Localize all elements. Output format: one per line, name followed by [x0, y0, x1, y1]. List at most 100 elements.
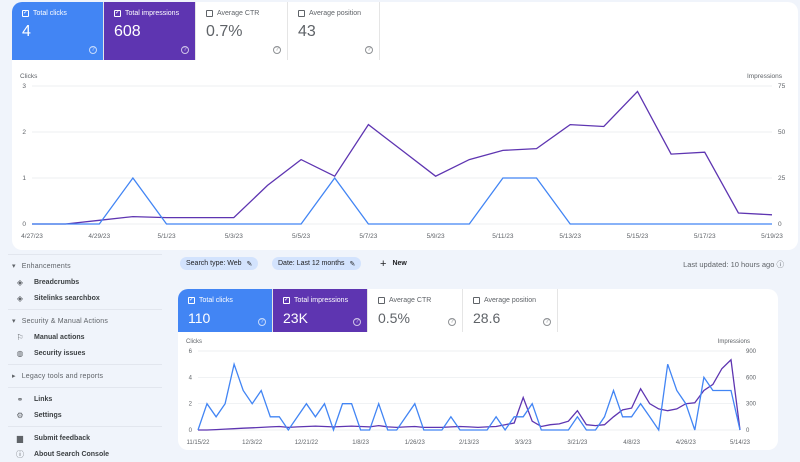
sidebar-item-sitelinks-searchbox[interactable]: ◈ Sitelinks searchbox: [16, 293, 100, 303]
y-tick-right: 900: [746, 349, 757, 355]
performance-chart-recent: Clicks Impressions 0 0 1 25 2 50 3 75 4/27/23 4/29/…: [20, 73, 786, 240]
metric-label: ✓ Total impressions: [283, 297, 349, 304]
y-tick-left: 6: [189, 349, 193, 355]
metric-label: ✓ Total impressions: [114, 10, 180, 17]
sidebar-item-manual-actions[interactable]: ⚐ Manual actions: [16, 332, 85, 342]
x-tick-label: 2/13/23: [459, 440, 480, 446]
help-icon[interactable]: ?: [448, 318, 456, 326]
sidebar-section-enhancements[interactable]: ▾ Enhancements: [12, 262, 71, 271]
metric-value: 4: [22, 23, 31, 40]
y-tick-right: 600: [746, 375, 757, 381]
caret-right-icon: ▸: [12, 373, 16, 380]
sidebar-item-security-issues[interactable]: ◍ Security issues: [16, 348, 86, 358]
y-tick-right: 25: [778, 175, 786, 182]
flag-icon: ⚐: [16, 332, 24, 342]
checkbox-icon[interactable]: [298, 10, 305, 17]
sidebar-section-security[interactable]: ▾ Security & Manual Actions: [12, 317, 109, 326]
y-tick-left: 0: [189, 428, 193, 434]
left-axis-label: Clicks: [186, 339, 202, 345]
metric-tile-total-impressions[interactable]: ✓ Total impressions 23K?: [273, 289, 368, 332]
performance-chart-12-months: Clicks Impressions 0 0 2 300 4 600 6 900 11/15/22 1…: [186, 339, 757, 446]
metric-label: ✓ Total clicks: [22, 10, 67, 17]
y-tick-left: 2: [22, 129, 26, 136]
checkbox-icon[interactable]: [378, 297, 385, 304]
help-icon[interactable]: ?: [353, 318, 361, 326]
help-icon[interactable]: ?: [258, 318, 266, 326]
checkbox-icon[interactable]: ✓: [114, 10, 121, 17]
caret-down-icon: ▾: [12, 318, 16, 325]
help-icon[interactable]: ?: [543, 318, 551, 326]
metric-label: ✓ Total clicks: [188, 297, 233, 304]
checkbox-icon[interactable]: ✓: [22, 10, 29, 17]
help-icon[interactable]: ⓘ: [776, 260, 785, 269]
x-tick-label: 3/21/23: [567, 440, 588, 446]
x-tick-label: 5/7/23: [359, 233, 377, 240]
caret-down-icon: ▾: [12, 263, 16, 270]
x-tick-label: 3/3/23: [515, 440, 532, 446]
performance-card-12-months: ✓ Total clicks 110? ✓ Total impressions 23K? A…: [178, 289, 778, 450]
x-tick-label: 5/1/23: [158, 233, 176, 240]
metric-value: 0.5%: [378, 310, 410, 326]
help-icon[interactable]: ?: [89, 46, 97, 54]
series-line-impressions: [198, 358, 741, 431]
left-axis-label: Clicks: [20, 73, 38, 80]
x-tick-label: 5/17/23: [694, 233, 716, 240]
y-tick-right: 0: [778, 221, 782, 228]
right-axis-label: Impressions: [718, 339, 750, 345]
help-icon[interactable]: ?: [365, 46, 373, 54]
new-filter-button[interactable]: + New: [380, 257, 407, 270]
checkbox-icon[interactable]: ✓: [188, 297, 195, 304]
filter-date[interactable]: Date: Last 12 months ✎: [272, 257, 362, 270]
pencil-icon: ✎: [349, 260, 356, 268]
x-tick-label: 11/15/22: [187, 440, 211, 446]
sidebar-item-settings[interactable]: ⚙ Settings: [16, 410, 62, 420]
gear-icon: ⚙: [16, 410, 24, 420]
y-tick-left: 2: [189, 402, 193, 408]
help-icon[interactable]: ?: [273, 46, 281, 54]
x-tick-label: 5/3/23: [225, 233, 243, 240]
metric-label: Average position: [298, 10, 369, 17]
x-tick-label: 5/11/23: [492, 233, 514, 240]
pencil-icon: ✎: [246, 260, 253, 268]
y-tick-left: 0: [22, 221, 26, 228]
metric-tile-average-position[interactable]: Average position 43?: [288, 2, 380, 60]
x-tick-label: 5/13/23: [559, 233, 581, 240]
y-tick-left: 3: [22, 83, 26, 90]
sidebar-section-legacy[interactable]: ▸ Legacy tools and reports: [12, 372, 104, 381]
feedback-icon: ▆: [16, 433, 24, 443]
sidebar-item-breadcrumbs[interactable]: ◈ Breadcrumbs: [16, 277, 80, 287]
x-tick-label: 4/27/23: [21, 233, 43, 240]
metric-tile-average-position[interactable]: Average position 28.6?: [463, 289, 558, 332]
metric-tile-total-clicks[interactable]: ✓ Total clicks 4?: [12, 2, 104, 60]
series-line-clicks: [32, 176, 772, 225]
x-tick-label: 5/14/23: [730, 440, 751, 446]
metric-tile-average-ctr[interactable]: Average CTR 0.5%?: [368, 289, 463, 332]
metric-tile-average-ctr[interactable]: Average CTR 0.7%?: [196, 2, 288, 60]
metric-value: 110: [188, 310, 211, 326]
sidebar-item-about[interactable]: ⓘ About Search Console: [16, 449, 110, 459]
metric-value: 608: [114, 23, 141, 40]
sidebar: ▾ Enhancements ◈ Breadcrumbs ◈ Sitelinks se…: [0, 250, 170, 462]
metric-value: 0.7%: [206, 23, 243, 40]
x-tick-label: 4/8/23: [623, 440, 640, 446]
checkbox-icon[interactable]: [473, 297, 480, 304]
y-tick-right: 0: [746, 428, 750, 434]
series-line-clicks: [197, 361, 741, 433]
checkbox-icon[interactable]: ✓: [283, 297, 290, 304]
x-tick-label: 5/15/23: [627, 233, 649, 240]
metric-value: 43: [298, 23, 316, 40]
metric-tile-total-impressions[interactable]: ✓ Total impressions 608?: [104, 2, 196, 60]
checkbox-icon[interactable]: [206, 10, 213, 17]
sidebar-item-submit-feedback[interactable]: ▆ Submit feedback: [16, 433, 91, 443]
help-icon[interactable]: ?: [181, 46, 189, 54]
filter-search-type[interactable]: Search type: Web ✎: [180, 257, 259, 270]
metric-label: Average CTR: [206, 10, 277, 17]
x-tick-label: 5/19/23: [761, 233, 783, 240]
metric-label: Average position: [473, 297, 547, 304]
info-icon: ⓘ: [16, 449, 24, 459]
right-axis-label: Impressions: [747, 73, 783, 80]
metric-tile-total-clicks[interactable]: ✓ Total clicks 110?: [178, 289, 273, 332]
x-tick-label: 12/21/22: [295, 440, 319, 446]
sidebar-item-links[interactable]: ⚭ Links: [16, 394, 53, 404]
metric-value: 28.6: [473, 310, 501, 326]
